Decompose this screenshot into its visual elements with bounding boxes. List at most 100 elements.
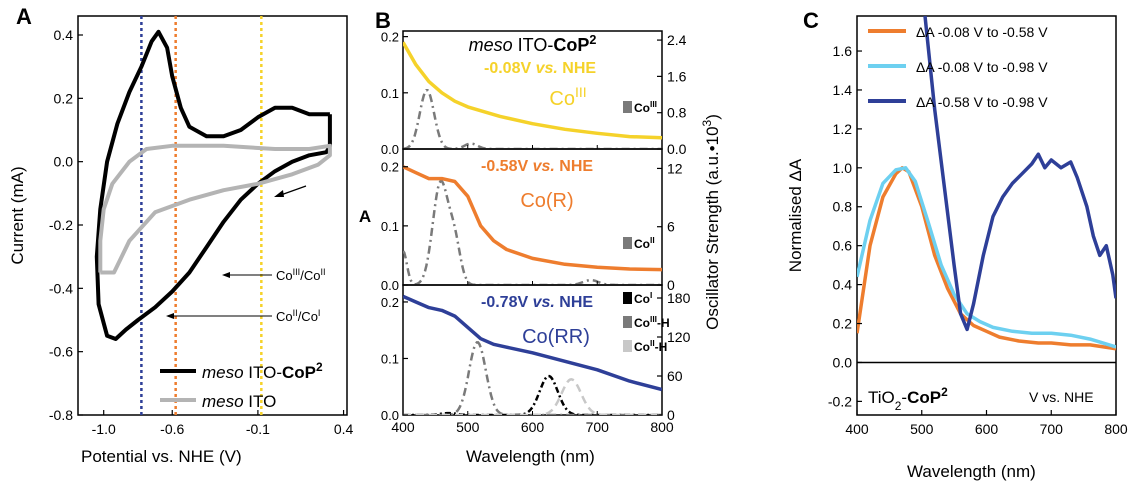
annotation-arrow-co21 bbox=[166, 313, 174, 319]
scan-direction-arrowhead bbox=[274, 190, 284, 197]
panel-b-potential-0: -0.08V vs. NHE bbox=[484, 60, 596, 77]
panel-b-oscillator-2-2 bbox=[403, 378, 662, 415]
panel-c-ytick-label: 0.8 bbox=[833, 199, 853, 215]
panel-b-osc-legend-label: CoIII bbox=[634, 99, 657, 115]
panel-b-xtick-label: 500 bbox=[456, 419, 480, 435]
panel-c-xtick-label: 700 bbox=[1040, 421, 1064, 437]
annotation-co21: CoII/CoI bbox=[276, 308, 320, 324]
panel-a-ytick-label: 0.2 bbox=[54, 90, 74, 106]
panel-b-osc-legend-swatch bbox=[623, 340, 632, 352]
panel-b-ytick-label: 0.0 bbox=[381, 408, 399, 423]
panel-b-potential-1: -0.58V vs. NHE bbox=[481, 158, 593, 175]
panel-a-letter: A bbox=[16, 4, 32, 29]
panel-b-y2tick-label: 6 bbox=[667, 219, 675, 235]
panel-b-y2tick-label: 180 bbox=[667, 290, 691, 306]
panel-b-state-1: Co(R) bbox=[520, 190, 573, 212]
panel-a-ytick-label: 0.0 bbox=[54, 154, 74, 170]
panel-c-ytick-label: 1.2 bbox=[833, 121, 853, 137]
panel-c-ytick-label: 0.2 bbox=[833, 316, 853, 332]
panel-b-ylabel: A bbox=[359, 207, 371, 226]
panel-a-series-0 bbox=[94, 29, 332, 341]
legend-c-label-1: ΔA -0.08 V to -0.98 V bbox=[916, 59, 1048, 75]
panel-b-osc-legend-swatch bbox=[623, 292, 632, 304]
panel-b-title: meso ITO-CoP2 bbox=[469, 33, 597, 55]
panel-c-xlabel: Wavelength (nm) bbox=[907, 462, 1036, 481]
panel-a-xtick-label: -0.6 bbox=[160, 421, 184, 437]
panel-c-inner-label: TiO2-CoP2 bbox=[868, 385, 948, 413]
panel-b-y2tick-label: 0.0 bbox=[667, 141, 687, 157]
panel-b-absorbance-1 bbox=[403, 165, 662, 272]
panel-b-y2tick-label: 120 bbox=[667, 329, 691, 345]
panel-b-ytick-label: 0.2 bbox=[381, 160, 399, 175]
panel-a-xtick-label: 0.4 bbox=[334, 421, 354, 437]
panel-c-ytick-label: 0.6 bbox=[833, 238, 853, 254]
panel-c-xtick-label: 500 bbox=[910, 421, 934, 437]
panel-b-xtick-label: 800 bbox=[650, 419, 674, 435]
panel-b-potential-2: -0.78V vs. NHE bbox=[481, 294, 593, 311]
legend-c-label-0: ΔA -0.08 V to -0.58 V bbox=[916, 24, 1048, 40]
panel-a-ytick-label: -0.6 bbox=[49, 344, 73, 360]
panel-b-state-2: Co(RR) bbox=[522, 326, 590, 348]
panel-b-osc-legend-label: CoIII-H bbox=[634, 314, 670, 330]
panel-b-xtick-label: 400 bbox=[391, 419, 415, 435]
panel-b-y2tick-label: 0 bbox=[667, 407, 675, 423]
legend-a-label-0: meso ITO-CoP2 bbox=[202, 360, 323, 382]
panel-b-absorbance-0 bbox=[403, 41, 662, 140]
panel-b-osc-legend-label: CoII-H bbox=[634, 338, 667, 354]
panel-b-osc-legend-label: CoII bbox=[634, 235, 655, 251]
panel-b-ytick-label: 0.2 bbox=[381, 30, 399, 45]
panel-c-xtick-label: 800 bbox=[1104, 421, 1128, 437]
panel-b-xtick-label: 600 bbox=[521, 419, 545, 435]
panel-b-oscillator-2-0 bbox=[403, 374, 662, 415]
panel-c-ylabel: Normalised ΔA bbox=[786, 158, 805, 272]
panel-a-ytick-label: -0.2 bbox=[49, 217, 73, 233]
panel-b-ytick-label: 0.1 bbox=[381, 86, 399, 101]
panel-a-ytick-label: -0.8 bbox=[49, 407, 73, 423]
panel-b-y2tick-label: 0 bbox=[667, 277, 675, 293]
panel-b-y2tick-label: 2.4 bbox=[667, 32, 687, 48]
panel-a-xtick-label: -0.1 bbox=[246, 421, 270, 437]
panel-c-letter: C bbox=[803, 8, 819, 33]
annotation-co32: CoIII/CoII bbox=[276, 267, 326, 283]
panel-a-ytick-label: -0.4 bbox=[49, 280, 73, 296]
panel-b-oscillator-0-0 bbox=[403, 88, 662, 149]
panel-b-absorbance-2 bbox=[403, 294, 662, 392]
panel-b-ytick-label: 0.2 bbox=[381, 295, 399, 310]
panel-c-series-2 bbox=[923, 16, 1116, 332]
panel-b-state-0: CoIII bbox=[549, 84, 586, 110]
panel-b-ytick-label: 0.1 bbox=[381, 351, 399, 366]
panel-b-xtick-label: 700 bbox=[586, 419, 610, 435]
panel-b-osc-legend-label: CoI bbox=[634, 290, 652, 306]
panel-b-y2tick-label: 60 bbox=[667, 368, 683, 384]
panel-b-ytick-label: 0.0 bbox=[381, 278, 399, 293]
annotation-arrow-co32 bbox=[222, 272, 230, 278]
panel-c-ytick-label: 1.4 bbox=[833, 82, 853, 98]
panel-c-xtick-label: 600 bbox=[975, 421, 999, 437]
legend-a-label-1: meso ITO bbox=[202, 392, 276, 411]
panel-a-ylabel: Current (mA) bbox=[8, 166, 27, 264]
panel-c-inner-label-right: V vs. NHE bbox=[1029, 389, 1094, 405]
panel-c-ytick-label: 0.4 bbox=[833, 277, 853, 293]
panel-b-y2tick-label: 1.6 bbox=[667, 68, 687, 84]
panel-c-series-1 bbox=[857, 166, 1116, 349]
panel-b-xlabel: Wavelength (nm) bbox=[466, 447, 595, 466]
panel-c-ytick-label: 0.0 bbox=[833, 354, 853, 370]
panel-c-ytick-label: 1.0 bbox=[833, 160, 853, 176]
panel-c-xtick-label: 400 bbox=[845, 421, 869, 437]
panel-a-ytick-label: 0.4 bbox=[54, 27, 74, 43]
panel-b-osc-legend-swatch bbox=[623, 101, 632, 113]
panel-a-xlabel: Potential vs. NHE (V) bbox=[81, 447, 242, 466]
panel-c-series-0 bbox=[857, 166, 1116, 351]
panel-a-series-1 bbox=[98, 143, 332, 275]
panel-b-ytick-label: 0.1 bbox=[381, 219, 399, 234]
legend-c-label-2: ΔA -0.58 V to -0.98 V bbox=[916, 94, 1048, 110]
panel-b-y2label: Oscillator Strength (a.u.•103) bbox=[700, 114, 722, 330]
panel-b-y2tick-label: 0.8 bbox=[667, 105, 687, 121]
panel-a-frame bbox=[77, 15, 348, 416]
panel-b-ytick-label: 0.0 bbox=[381, 142, 399, 157]
panel-b-osc-legend-swatch bbox=[623, 316, 632, 328]
panel-b-osc-legend-swatch bbox=[623, 237, 632, 249]
panel-c-ytick-label: -0.2 bbox=[828, 393, 852, 409]
panel-a-xtick-label: -1.0 bbox=[92, 421, 116, 437]
